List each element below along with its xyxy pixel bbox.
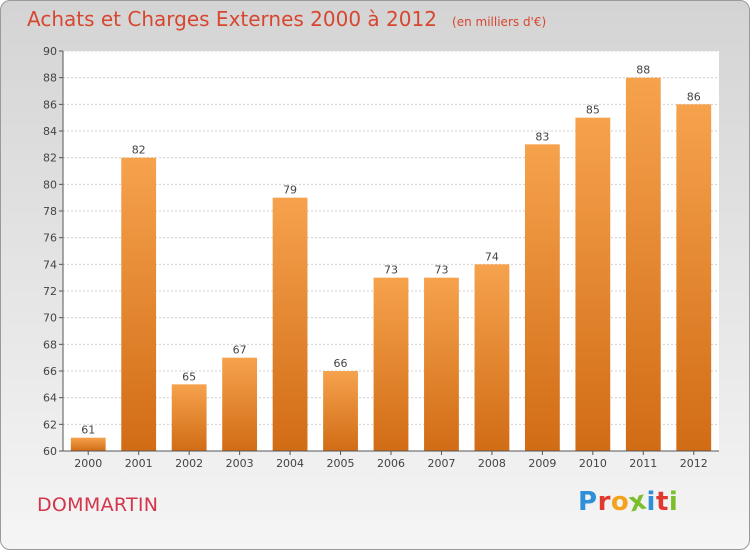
- x-tick-label: 2002: [175, 457, 203, 470]
- data-labels: 61 82 65 67 79 66 73 73 74 83 85 88 86: [81, 64, 701, 437]
- bar-2009: [524, 144, 560, 452]
- chart-title-block: Achats et Charges Externes 2000 à 2012 (…: [27, 7, 546, 31]
- x-tick-label: 2011: [629, 457, 657, 470]
- x-tick-label: 2008: [478, 457, 506, 470]
- y-tick-label: 74: [43, 258, 57, 271]
- x-tick-label: 2005: [327, 457, 355, 470]
- chart-unit: (en milliers d'€): [452, 15, 547, 29]
- y-tick-label: 64: [43, 392, 57, 405]
- logo-letter: P: [578, 487, 598, 517]
- bar-2008: [474, 264, 510, 451]
- bar-2010: [575, 117, 611, 452]
- logo-letter: o: [610, 487, 630, 517]
- y-tick-label: 90: [43, 45, 57, 58]
- y-tick-label: 66: [43, 365, 57, 378]
- y-tick-label: 78: [43, 205, 57, 218]
- y-tick-label: 72: [43, 285, 57, 298]
- y-tick-label: 84: [43, 125, 57, 138]
- y-tick-label: 62: [43, 418, 57, 431]
- x-tick-label: 2003: [226, 457, 254, 470]
- bar-2001: [121, 157, 157, 451]
- y-tick-label: 60: [43, 445, 57, 458]
- y-tick-label: 86: [43, 98, 57, 111]
- logo-letter: i: [668, 487, 679, 517]
- data-label: 67: [233, 344, 247, 357]
- bar-2002: [171, 384, 207, 451]
- x-tick-label: 2012: [680, 457, 708, 470]
- data-label: 73: [384, 264, 398, 277]
- y-tick-label: 80: [43, 178, 57, 191]
- data-label: 88: [636, 64, 650, 77]
- x-axis: 2000 2001 2002 2003 2004 2005 2006 2007 2008 2009…: [74, 451, 708, 470]
- bar-2007: [424, 277, 459, 451]
- logo-letter: t: [655, 487, 669, 517]
- y-tick-label: 68: [43, 338, 57, 351]
- x-tick-label: 2009: [528, 457, 556, 470]
- bar-2000: [70, 437, 106, 451]
- y-tick-label: 76: [43, 232, 57, 245]
- commune-name: DOMMARTIN: [37, 494, 159, 516]
- chart-title: Achats et Charges Externes 2000 à 2012: [27, 7, 437, 31]
- x-tick-label: 2010: [579, 457, 607, 470]
- y-axis: 60 62 64 66 68 70 72 74 76 78 80 82 84 86 88 90: [43, 45, 63, 458]
- y-tick-label: 88: [43, 72, 57, 85]
- data-label: 85: [586, 104, 600, 117]
- data-label: 79: [283, 184, 297, 197]
- data-label: 82: [132, 144, 146, 157]
- bar-2011: [625, 77, 661, 452]
- bar-2003: [222, 357, 258, 451]
- bar-2005: [323, 371, 358, 451]
- bar-2004: [272, 197, 308, 451]
- bars: [70, 77, 712, 452]
- data-label: 74: [485, 250, 499, 263]
- x-tick-label: 2000: [74, 457, 102, 470]
- data-label: 61: [81, 424, 95, 437]
- data-label: 73: [434, 264, 448, 277]
- data-label: 83: [535, 130, 549, 143]
- x-tick-label: 2004: [276, 457, 304, 470]
- bar-2012: [676, 104, 712, 451]
- x-tick-label: 2006: [377, 457, 405, 470]
- proxiti-logo: Proxiti: [578, 486, 679, 519]
- x-tick-label: 2001: [125, 457, 153, 470]
- data-label: 66: [334, 357, 348, 370]
- data-label: 65: [182, 370, 196, 383]
- bar-2006: [373, 277, 409, 451]
- y-tick-label: 70: [43, 312, 57, 325]
- data-label: 86: [687, 90, 701, 103]
- x-tick-label: 2007: [427, 457, 455, 470]
- y-tick-label: 82: [43, 152, 57, 165]
- logo-letter: r: [597, 487, 611, 517]
- logo-letter: i: [646, 487, 656, 517]
